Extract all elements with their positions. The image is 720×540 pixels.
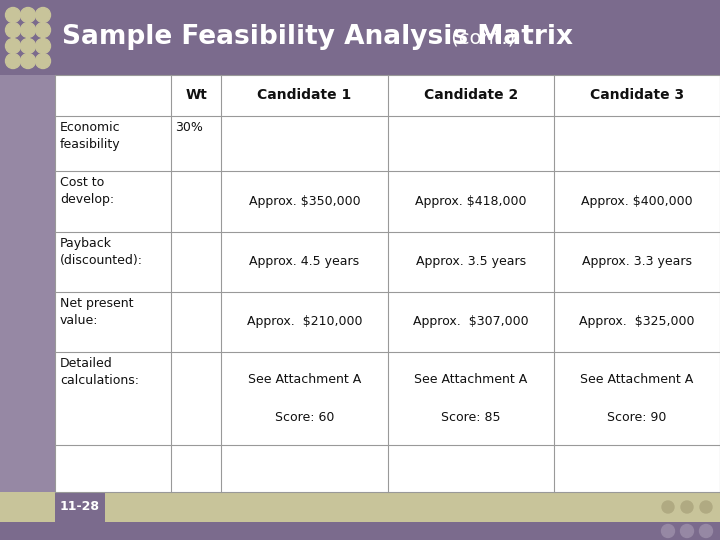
FancyBboxPatch shape xyxy=(55,75,720,492)
Text: Approx.  $307,000: Approx. $307,000 xyxy=(413,315,528,328)
Text: Economic
feasibility: Economic feasibility xyxy=(60,121,121,151)
Circle shape xyxy=(35,23,50,37)
Text: Approx. $418,000: Approx. $418,000 xyxy=(415,195,526,208)
Text: (cont.): (cont.) xyxy=(445,28,516,47)
Text: Approx. $350,000: Approx. $350,000 xyxy=(248,195,360,208)
Text: Sample Feasibility Analysis Matrix: Sample Feasibility Analysis Matrix xyxy=(62,24,573,51)
Text: See Attachment A

Score: 85: See Attachment A Score: 85 xyxy=(414,373,527,424)
Circle shape xyxy=(681,501,693,513)
Circle shape xyxy=(662,524,675,537)
Circle shape xyxy=(20,8,35,23)
Text: See Attachment A

Score: 90: See Attachment A Score: 90 xyxy=(580,373,693,424)
Text: Approx. $400,000: Approx. $400,000 xyxy=(581,195,693,208)
Text: Detailed
calculations:: Detailed calculations: xyxy=(60,357,139,387)
Circle shape xyxy=(700,501,712,513)
Text: Approx. 4.5 years: Approx. 4.5 years xyxy=(249,255,359,268)
FancyBboxPatch shape xyxy=(0,522,720,540)
Text: Approx. 3.5 years: Approx. 3.5 years xyxy=(415,255,526,268)
Circle shape xyxy=(700,524,713,537)
FancyBboxPatch shape xyxy=(0,0,720,75)
Text: Candidate 3: Candidate 3 xyxy=(590,89,684,103)
Text: 30%: 30% xyxy=(176,121,203,134)
Circle shape xyxy=(6,8,20,23)
Text: Payback
(discounted):: Payback (discounted): xyxy=(60,237,143,267)
Circle shape xyxy=(662,501,674,513)
Circle shape xyxy=(35,8,50,23)
FancyBboxPatch shape xyxy=(0,0,55,540)
Text: 11-28: 11-28 xyxy=(60,501,100,514)
Text: Wt: Wt xyxy=(185,89,207,103)
Circle shape xyxy=(6,53,20,69)
Text: Approx.  $325,000: Approx. $325,000 xyxy=(579,315,695,328)
Circle shape xyxy=(6,38,20,53)
Text: Net present
value:: Net present value: xyxy=(60,297,133,327)
FancyBboxPatch shape xyxy=(0,492,720,522)
Circle shape xyxy=(20,23,35,37)
Circle shape xyxy=(20,38,35,53)
Circle shape xyxy=(20,53,35,69)
Text: Approx.  $210,000: Approx. $210,000 xyxy=(247,315,362,328)
Text: Cost to
develop:: Cost to develop: xyxy=(60,177,114,206)
FancyBboxPatch shape xyxy=(55,492,105,522)
Circle shape xyxy=(6,23,20,37)
Circle shape xyxy=(680,524,693,537)
Circle shape xyxy=(35,53,50,69)
Circle shape xyxy=(35,38,50,53)
Text: Candidate 2: Candidate 2 xyxy=(423,89,518,103)
Text: Candidate 1: Candidate 1 xyxy=(257,89,351,103)
Text: See Attachment A

Score: 60: See Attachment A Score: 60 xyxy=(248,373,361,424)
Text: Approx. 3.3 years: Approx. 3.3 years xyxy=(582,255,692,268)
